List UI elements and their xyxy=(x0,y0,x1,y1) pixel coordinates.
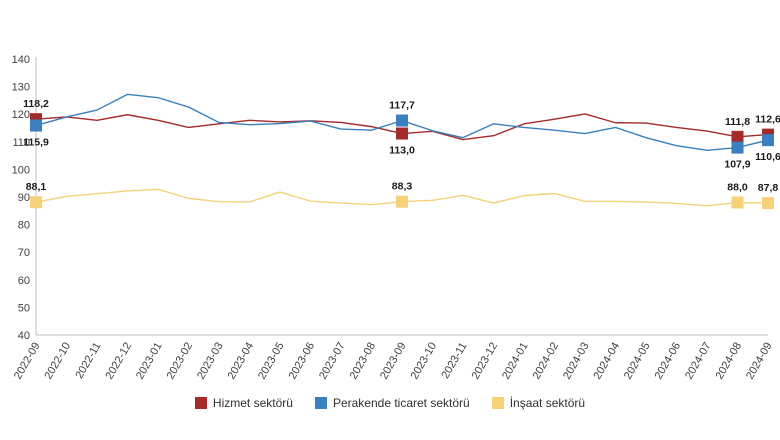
x-tick-label: 2023-10 xyxy=(409,341,440,382)
data-label: 110,6 xyxy=(755,151,780,163)
data-label: 113,0 xyxy=(389,145,415,157)
legend-item-perakende: Perakende ticaret sektörü xyxy=(314,396,470,410)
legend-swatch-hizmet xyxy=(194,397,207,409)
y-tick-label: 110 xyxy=(12,137,30,149)
data-label: 118,2 xyxy=(23,98,49,110)
x-tick-label: 2024-01 xyxy=(500,341,531,382)
x-tick-label: 2022-09 xyxy=(12,341,43,382)
data-point-marker xyxy=(30,119,42,132)
x-tick-label: 2023-01 xyxy=(134,341,165,382)
data-labels: 118,2 113,0 111,8 112,6 115,9 117,7 107,9 110,6… xyxy=(23,98,780,194)
x-tick-label: 2023-04 xyxy=(226,341,257,382)
x-tick-label: 2024-04 xyxy=(592,341,623,382)
x-tick-label: 2023-05 xyxy=(256,341,287,382)
x-tick-label: 2024-07 xyxy=(683,341,714,382)
y-tick-label: 70 xyxy=(18,247,30,259)
legend-label-perakende: Perakende ticaret sektörü xyxy=(332,396,470,410)
data-point-marker xyxy=(731,130,744,143)
x-tick-label: 2024-05 xyxy=(622,341,653,382)
data-point-marker xyxy=(762,197,774,210)
y-tick-label: 80 xyxy=(18,220,30,232)
x-tick-label: 2022-10 xyxy=(43,341,74,382)
legend: Hizmet sektörü Perakende ticaret sektörü… xyxy=(0,396,780,410)
data-point-marker xyxy=(30,196,42,209)
x-tick-label: 2023-03 xyxy=(195,341,226,382)
data-label: 87,8 xyxy=(758,182,779,194)
data-point-marker xyxy=(731,141,744,154)
legend-item-hizmet: Hizmet sektörü xyxy=(194,396,293,410)
x-tick-label: 2024-03 xyxy=(561,341,592,382)
legend-label-hizmet: Hizmet sektörü xyxy=(212,396,293,410)
x-tick-label: 2023-09 xyxy=(378,341,409,382)
data-point-marker xyxy=(396,195,408,208)
data-point-marker xyxy=(396,114,408,127)
legend-swatch-perakende xyxy=(314,397,327,409)
data-label: 88,1 xyxy=(26,181,47,193)
data-label: 107,9 xyxy=(724,159,750,171)
y-tick-label: 130 xyxy=(12,82,30,94)
data-label: 117,7 xyxy=(389,100,415,112)
data-label: 111,8 xyxy=(725,116,750,128)
data-point-marker xyxy=(731,196,744,209)
data-label: 112,6 xyxy=(755,114,780,126)
x-tick-label: 2023-12 xyxy=(470,341,501,382)
y-tick-label: 100 xyxy=(12,164,30,176)
series-markers xyxy=(30,113,774,210)
y-tick-label: 50 xyxy=(18,302,30,314)
x-tick-label: 2023-11 xyxy=(439,341,469,381)
x-tick-label: 2022-12 xyxy=(104,341,135,382)
legend-item-insaat: İnşaat sektörü xyxy=(491,396,586,410)
y-tick-label: 90 xyxy=(18,192,30,204)
y-tick-label: 140 xyxy=(12,54,30,66)
x-tick-label: 2024-09 xyxy=(744,341,775,382)
legend-swatch-insaat xyxy=(491,397,504,409)
data-label: 88,3 xyxy=(392,181,413,193)
data-label: 88,0 xyxy=(727,182,748,194)
y-tick-label: 120 xyxy=(12,109,30,121)
y-tick-label: 40 xyxy=(18,330,30,342)
x-tick-label: 2023-07 xyxy=(317,341,348,382)
x-tick-label: 2023-02 xyxy=(165,341,196,382)
x-tick-label: 2022-11 xyxy=(73,341,103,381)
data-label: 115,9 xyxy=(23,137,49,149)
x-tick-label: 2023-08 xyxy=(348,341,379,382)
x-tick-label: 2024-06 xyxy=(653,341,684,382)
y-tick-label: 60 xyxy=(18,275,30,287)
legend-label-insaat: İnşaat sektörü xyxy=(509,396,586,410)
data-point-marker xyxy=(396,127,408,140)
x-tick-label: 2023-06 xyxy=(287,341,318,382)
x-tick-label: 2024-02 xyxy=(531,341,562,382)
x-tick-label: 2024-08 xyxy=(714,341,745,382)
data-point-marker xyxy=(762,134,774,147)
